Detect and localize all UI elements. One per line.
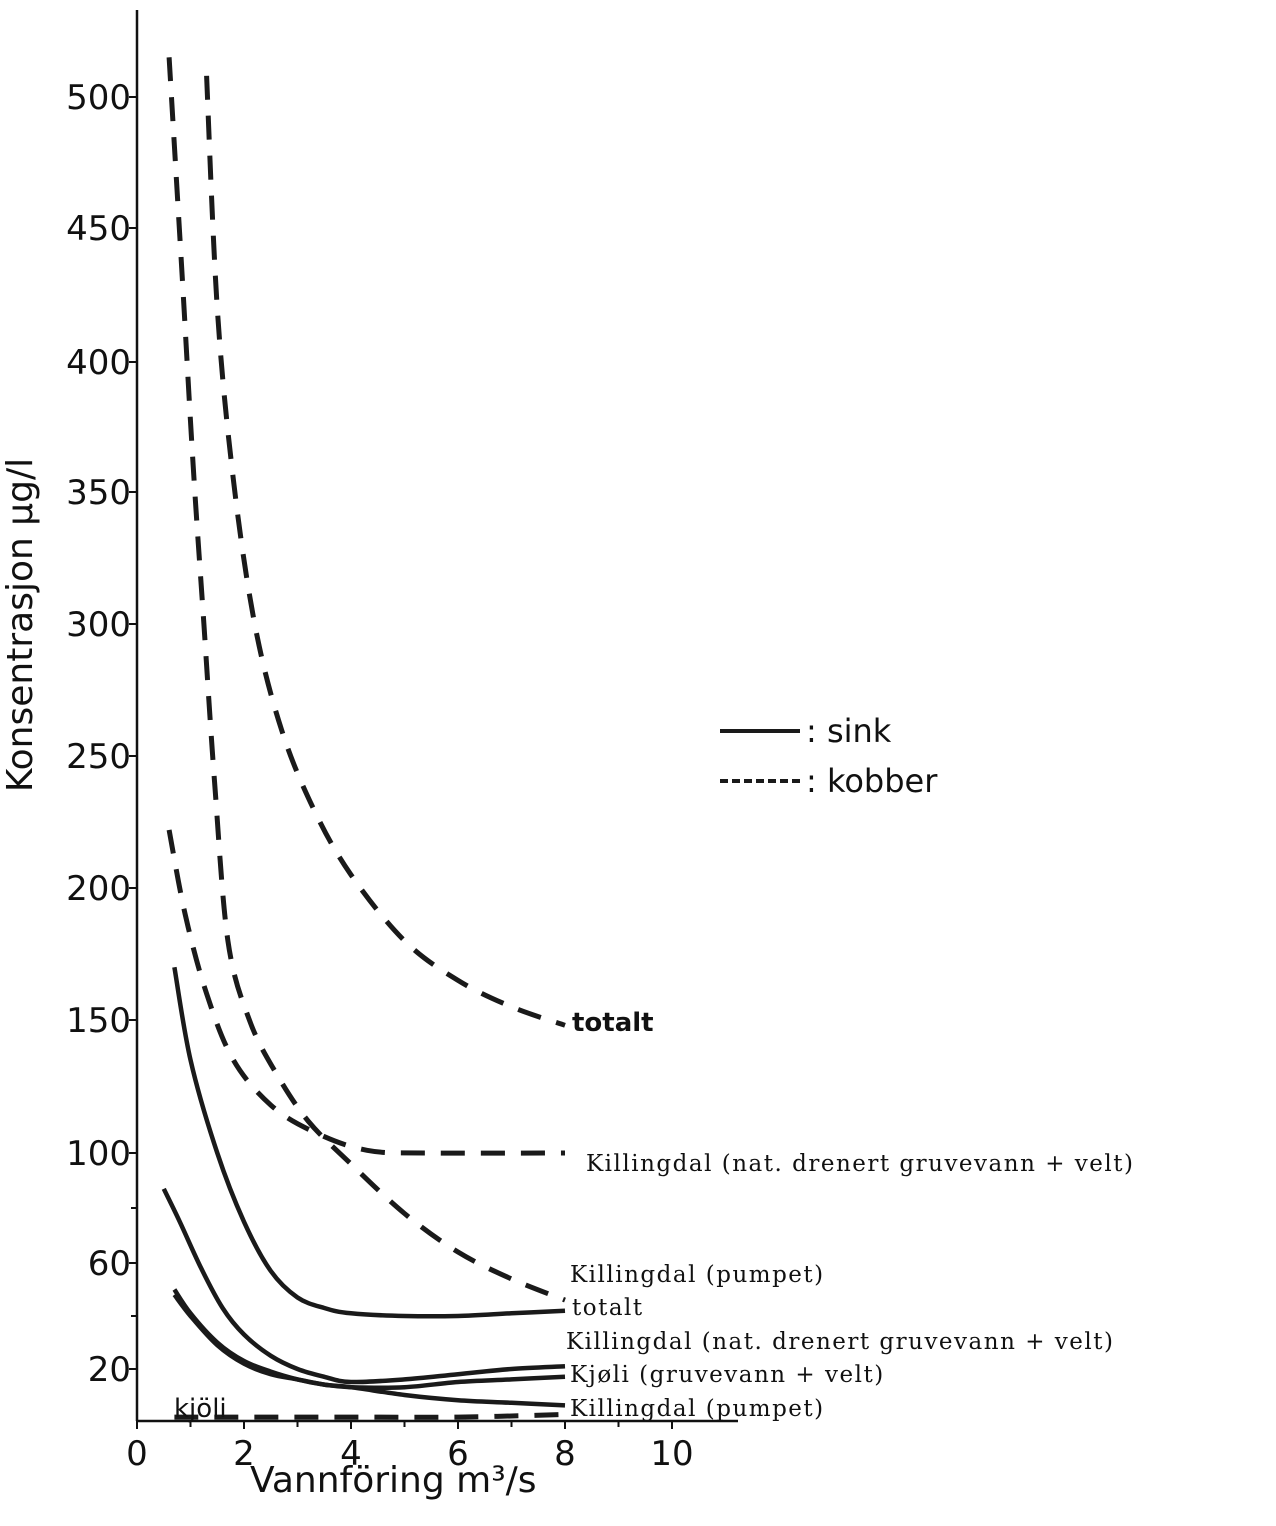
legend-label-sink: : sink bbox=[806, 712, 891, 750]
series-kobber-killingdal-nat-drenert-gruvevann-velt bbox=[169, 830, 565, 1153]
series-sink-totalt bbox=[174, 967, 565, 1316]
annotation-label: totalt bbox=[572, 1008, 654, 1038]
legend-label-kobber: : kobber bbox=[806, 762, 937, 800]
annotations: totalt Killingdal (nat. drenert gruvevann… bbox=[174, 1008, 1134, 1424]
y-tick-label: 250 bbox=[66, 737, 131, 777]
annotation-label: Killingdal (pumpet) bbox=[570, 1262, 825, 1288]
x-tick-label: 0 bbox=[126, 1434, 148, 1474]
y-tick-label: 400 bbox=[66, 343, 131, 383]
y-tick-label: 450 bbox=[66, 209, 131, 249]
y-tick-label: 60 bbox=[88, 1244, 131, 1284]
annotation-label: Kjøli (gruvevann + velt) bbox=[570, 1362, 885, 1388]
y-tick-label: 150 bbox=[66, 1001, 131, 1041]
y-tick-label: 500 bbox=[66, 78, 131, 118]
legend-dashed-line bbox=[720, 779, 800, 783]
y-tick-label: 300 bbox=[66, 605, 131, 645]
annotation-label: totalt bbox=[572, 1295, 644, 1321]
y-axis-label: Konsentrasjon µg/l bbox=[0, 345, 50, 905]
x-axis-label: Vannföring m³/s bbox=[250, 1460, 537, 1501]
series-kobber-killingdal-pumpet bbox=[169, 57, 565, 1300]
annotation-label: kjöli bbox=[174, 1394, 227, 1424]
legend-item-kobber: : kobber bbox=[720, 756, 937, 806]
legend-solid-line bbox=[720, 729, 800, 733]
annotation-label: Killingdal (nat. drenert gruvevann + vel… bbox=[586, 1151, 1134, 1177]
series-kobber-kj-li bbox=[174, 1415, 565, 1418]
y-tick-label: 100 bbox=[66, 1134, 131, 1174]
series-lines bbox=[164, 57, 565, 1417]
x-tick-label: 8 bbox=[554, 1434, 576, 1474]
legend-item-sink: : sink bbox=[720, 706, 937, 756]
x-tick-label: 10 bbox=[650, 1434, 693, 1474]
y-tick-label: 200 bbox=[66, 869, 131, 909]
annotation-label: Killingdal (pumpet) bbox=[570, 1396, 825, 1422]
series-kobber-totalt bbox=[207, 76, 565, 1026]
series-sink-kj-li-gruvevann-velt bbox=[174, 1290, 565, 1388]
annotation-label: Killingdal (nat. drenert gruvevann + vel… bbox=[566, 1329, 1114, 1355]
legend: : sink : kobber bbox=[720, 706, 937, 806]
y-tick-label: 350 bbox=[66, 473, 131, 513]
y-tick-label: 20 bbox=[88, 1350, 131, 1390]
